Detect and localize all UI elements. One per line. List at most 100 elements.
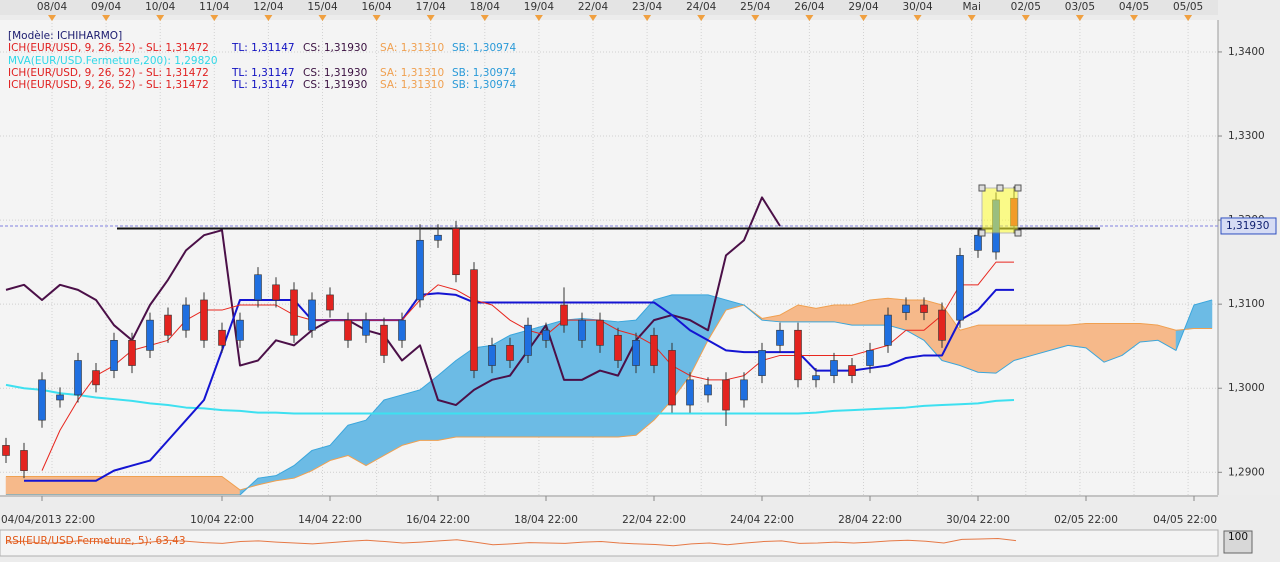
candle-body bbox=[776, 329, 784, 346]
x-tick-label: 04/05 22:00 bbox=[1153, 514, 1217, 526]
event-marker bbox=[1184, 15, 1193, 21]
candle-body bbox=[596, 319, 604, 346]
candle-body bbox=[56, 394, 64, 401]
candle-body bbox=[668, 350, 676, 406]
top-date-label: Mai bbox=[962, 1, 980, 13]
candle-body bbox=[812, 375, 820, 381]
candle-body bbox=[434, 234, 442, 241]
last-price-box bbox=[1220, 217, 1277, 235]
event-marker bbox=[643, 15, 652, 21]
top-date-bar bbox=[0, 0, 1218, 15]
candle-body bbox=[956, 255, 964, 321]
top-date-label: 05/05 bbox=[1173, 1, 1203, 13]
candle-body bbox=[632, 340, 640, 366]
top-date-label: 26/04 bbox=[794, 1, 825, 13]
cloud-segment bbox=[5, 476, 25, 495]
candle-body bbox=[236, 319, 244, 341]
candle-body bbox=[974, 234, 982, 251]
top-date-label: 19/04 bbox=[524, 1, 555, 13]
cloud-segment bbox=[185, 476, 205, 495]
candle-body bbox=[2, 445, 10, 456]
x-tick-label: 10/04 22:00 bbox=[190, 514, 254, 526]
event-marker bbox=[264, 15, 273, 21]
legend-entry: SB: 1,30974 bbox=[452, 42, 516, 54]
event-marker bbox=[48, 15, 56, 21]
top-date-label: 16/04 bbox=[361, 1, 392, 13]
cloud-segment bbox=[77, 476, 97, 495]
legend-entry: CS: 1,31930 bbox=[303, 79, 367, 91]
event-marker bbox=[805, 15, 814, 21]
cloud-segment bbox=[203, 476, 223, 495]
candle-body bbox=[416, 239, 424, 301]
candle-body bbox=[578, 319, 586, 341]
selection-handle bbox=[996, 184, 1004, 192]
event-marker bbox=[480, 15, 489, 21]
cloud-segment bbox=[59, 476, 79, 495]
candle-body bbox=[920, 304, 928, 313]
candle-body bbox=[218, 329, 226, 346]
candle-body bbox=[704, 384, 712, 396]
candle-body bbox=[272, 284, 280, 301]
candle-body bbox=[362, 319, 370, 336]
legend-entry: TL: 1,31147 bbox=[231, 67, 295, 79]
legend-entry: MVA(EUR/USD.Fermeture,200): 1,29820 bbox=[8, 55, 218, 67]
candle-body bbox=[560, 304, 568, 326]
cloud-segment bbox=[959, 324, 979, 373]
legend-entry: SB: 1,30974 bbox=[452, 79, 516, 91]
span-a-line bbox=[6, 297, 1212, 491]
top-date-label: 25/04 bbox=[740, 1, 771, 13]
top-date-label: 15/04 bbox=[307, 1, 338, 13]
legend-entry: ICH(EUR/USD, 9, 26, 52) - SL: 1,31472 bbox=[8, 42, 209, 54]
cloud-segment bbox=[635, 299, 655, 436]
x-tick-label: 18/04 22:00 bbox=[514, 514, 578, 526]
event-marker bbox=[156, 15, 165, 21]
top-date-label: 08/04 bbox=[37, 1, 68, 13]
candle-body bbox=[938, 309, 946, 341]
event-marker bbox=[210, 15, 219, 21]
y-tick-label: 1,3100 bbox=[1228, 298, 1265, 310]
top-date-label: 09/04 bbox=[91, 1, 122, 13]
cloud-segment bbox=[131, 476, 151, 495]
candle-body bbox=[146, 319, 154, 351]
candle-body bbox=[326, 294, 334, 311]
legend-entry: SA: 1,31310 bbox=[380, 67, 444, 79]
top-date-label: 11/04 bbox=[199, 1, 230, 13]
candle-body bbox=[686, 379, 694, 406]
candle-body bbox=[20, 450, 28, 471]
legend-entry: ICH(EUR/USD, 9, 26, 52) - SL: 1,31472 bbox=[8, 79, 209, 91]
candle-body bbox=[542, 329, 550, 341]
candle-body bbox=[452, 228, 460, 276]
selection-handle bbox=[978, 229, 986, 237]
candle-body bbox=[848, 365, 856, 376]
cloud-segment bbox=[113, 476, 133, 495]
event-marker bbox=[751, 15, 760, 21]
candle-body bbox=[506, 345, 514, 361]
cloud-segment bbox=[1013, 324, 1033, 361]
candle-body bbox=[308, 299, 316, 331]
candle-body bbox=[110, 340, 118, 371]
top-date-label: 22/04 bbox=[578, 1, 609, 13]
selection-handle bbox=[978, 184, 986, 192]
cloud-segment bbox=[1139, 323, 1159, 343]
top-date-label: 12/04 bbox=[253, 1, 284, 13]
candle-body bbox=[488, 345, 496, 366]
candle-body bbox=[470, 269, 478, 371]
x-tick-label: 28/04 22:00 bbox=[838, 514, 902, 526]
top-date-label: 04/05 bbox=[1119, 1, 1149, 13]
candle-body bbox=[380, 324, 388, 356]
price-axis bbox=[1218, 20, 1280, 495]
rsi-label: RSI(EUR/USD.Fermeture, 5): 63,43 bbox=[5, 535, 186, 547]
event-marker bbox=[426, 15, 435, 21]
cloud-segment bbox=[149, 476, 169, 495]
last-price-label: 1,31930 bbox=[1226, 220, 1269, 232]
x-tick-label: 24/04 22:00 bbox=[730, 514, 794, 526]
x-tick-label: 14/04 22:00 bbox=[298, 514, 362, 526]
selection-handle bbox=[1014, 229, 1022, 237]
event-marker bbox=[1075, 15, 1084, 21]
candle-body bbox=[650, 334, 658, 366]
legend-entry: CS: 1,31930 bbox=[303, 67, 367, 79]
candle-body bbox=[524, 324, 532, 356]
top-date-label: 18/04 bbox=[470, 1, 501, 13]
top-date-label: 10/04 bbox=[145, 1, 176, 13]
candle-body bbox=[92, 370, 100, 386]
